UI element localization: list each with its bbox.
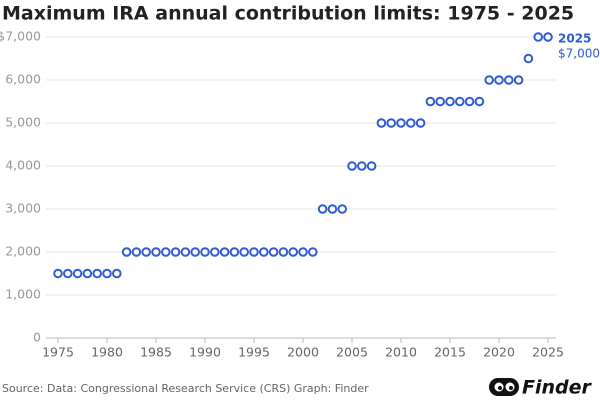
point (347, 161, 357, 171)
chart-title: Maximum IRA annual contribution limits: … (2, 3, 574, 25)
point (141, 247, 151, 257)
point (102, 268, 112, 279)
y-tick-label: 5,000 (5, 115, 41, 130)
source: Source: Data: Congressional Research Ser… (2, 382, 369, 395)
point (317, 204, 328, 214)
point (161, 247, 171, 257)
point (82, 268, 93, 279)
point (376, 118, 387, 128)
annotation-x: 2025 (558, 32, 591, 46)
point (415, 118, 426, 128)
point (210, 247, 220, 257)
x-tick-label: 2010 (385, 345, 417, 360)
point (455, 96, 465, 107)
point (200, 247, 210, 257)
point (435, 96, 446, 107)
y-tick-label: 6,000 (5, 72, 41, 87)
point (298, 247, 308, 257)
point (239, 247, 249, 257)
point (112, 268, 122, 279)
y-tick-label: 3,000 (5, 201, 41, 216)
point (327, 204, 338, 214)
point (72, 268, 83, 279)
x-tick-label: 2025 (532, 345, 564, 360)
point (406, 118, 416, 128)
point (229, 247, 240, 257)
point (513, 75, 524, 85)
point (121, 247, 132, 257)
x-tick-label: 2020 (483, 345, 515, 360)
x-tick-label: 1995 (238, 345, 270, 360)
point (63, 268, 73, 279)
point (151, 247, 161, 257)
point (337, 204, 348, 214)
point (170, 247, 181, 257)
point (523, 53, 534, 64)
x-tick-label: 2000 (287, 345, 319, 360)
x-tick-label: 1980 (91, 345, 123, 360)
point (396, 118, 406, 128)
x-tick-label: 1990 (189, 345, 221, 360)
point (474, 96, 485, 107)
x-tick-label: 1975 (42, 345, 74, 360)
point (259, 247, 269, 257)
point (386, 118, 397, 128)
point (464, 96, 475, 107)
point (504, 75, 514, 85)
point (268, 247, 279, 257)
x-tick-label: 1985 (140, 345, 172, 360)
y-tick-label: 4,000 (5, 158, 41, 173)
logo-icon (489, 378, 519, 396)
point (92, 268, 102, 279)
y-tick-label: 2,000 (5, 244, 41, 259)
point (288, 247, 299, 257)
point (249, 247, 259, 257)
logo-text: Finder (522, 377, 593, 399)
point (190, 247, 200, 257)
y-tick-label: 1,000 (5, 287, 41, 302)
point (357, 161, 367, 171)
x-tick-label: 2005 (336, 345, 368, 360)
point (366, 161, 377, 171)
y-tick-label: $7,000 (0, 29, 41, 44)
x-tick-label: 2015 (434, 345, 466, 360)
point (494, 75, 504, 85)
point (543, 32, 553, 42)
point (53, 268, 63, 279)
point (219, 247, 230, 257)
point (278, 247, 289, 257)
point (425, 96, 436, 107)
point (533, 32, 544, 42)
point (180, 247, 191, 257)
point (308, 247, 318, 257)
point (484, 75, 495, 85)
point (445, 96, 455, 107)
annotation-value: $7,000 (558, 47, 600, 61)
point (131, 247, 142, 257)
y-tick-label: 0 (33, 330, 41, 345)
